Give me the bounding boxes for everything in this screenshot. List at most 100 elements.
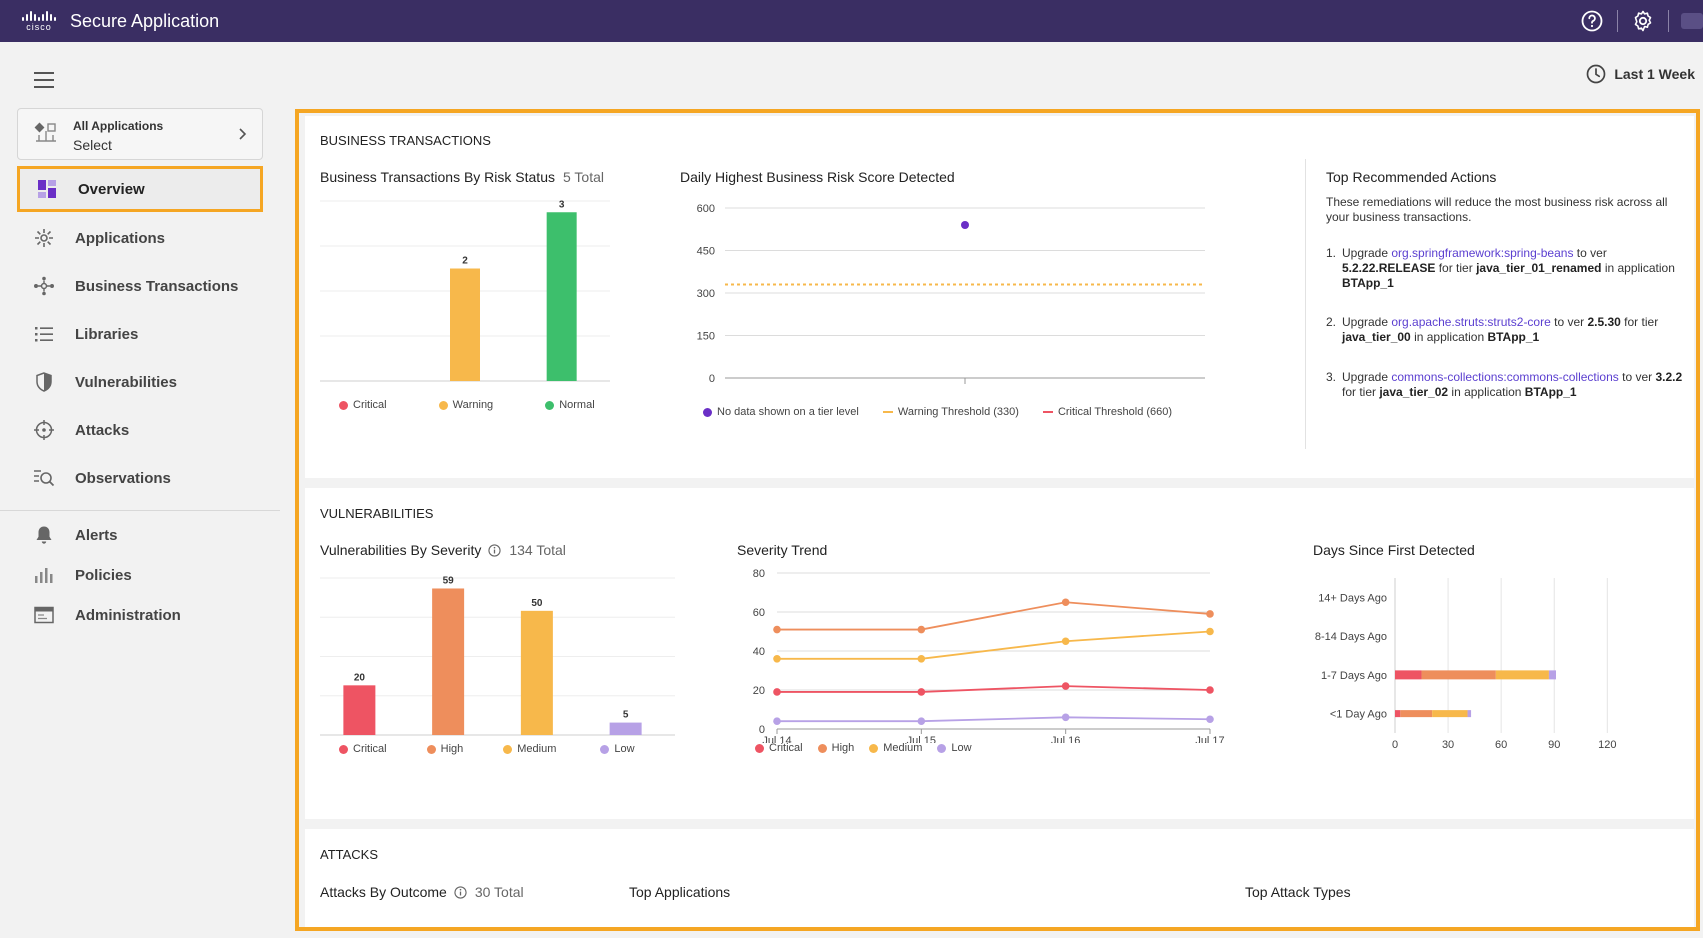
data-point — [917, 625, 926, 634]
risk-status-bar-chart: 23 — [320, 199, 610, 382]
sidebar-item-overview[interactable]: Overview — [17, 166, 263, 212]
data-point — [917, 688, 926, 696]
info-icon[interactable] — [488, 544, 501, 557]
divider — [1305, 159, 1306, 449]
sidebar-item-vulnerabilities[interactable]: Vulnerabilities — [17, 362, 263, 402]
bar-segment-medium — [1495, 670, 1549, 680]
data-label: 59 — [443, 575, 455, 586]
severity-trend-legend: Critical High Medium Low — [755, 742, 972, 754]
top-attack-types-title: Top Attack Types — [1245, 884, 1351, 900]
data-point — [1206, 627, 1214, 636]
y-tick-label: 0 — [709, 373, 715, 385]
sidebar: All Applications Select Overview Applica… — [0, 42, 280, 938]
y-tick-label: 450 — [697, 246, 715, 258]
severity-trend-title: Severity Trend — [737, 542, 828, 558]
data-point — [773, 688, 781, 696]
y-tick-label: 60 — [753, 607, 765, 619]
x-tick-label: Jul 16 — [1051, 735, 1080, 743]
avatar[interactable] — [1681, 13, 1703, 29]
y-tick-label: 80 — [753, 568, 765, 580]
divider — [1617, 10, 1618, 32]
sidebar-item-business-transactions[interactable]: Business Transactions — [17, 266, 263, 306]
data-label: 3 — [559, 199, 565, 210]
observations-icon — [33, 467, 55, 489]
data-point — [773, 717, 781, 725]
section-title: VULNERABILITIES — [320, 506, 434, 521]
libraries-icon — [33, 323, 55, 345]
sidebar-item-label: Policies — [75, 566, 132, 584]
data-label: 5 — [623, 710, 629, 721]
severity-total: 134 Total — [509, 542, 566, 558]
daily-risk-title: Daily Highest Business Risk Score Detect… — [680, 169, 955, 185]
recommended-actions-title: Top Recommended Actions — [1326, 169, 1497, 185]
library-link[interactable]: org.apache.struts:struts2-core — [1391, 315, 1551, 329]
application-selector-value: Select — [73, 137, 112, 153]
crosshair-icon — [33, 419, 55, 441]
bar-segment-low — [1467, 710, 1472, 718]
data-point — [961, 221, 969, 229]
x-tick-label: Jul 14 — [762, 735, 791, 743]
clock-icon — [1586, 64, 1606, 84]
data-point — [1061, 682, 1070, 690]
info-icon[interactable] — [454, 886, 467, 899]
y-tick-label: 150 — [697, 331, 715, 343]
section-title: BUSINESS TRANSACTIONS — [320, 133, 491, 148]
legend-normal: Normal — [545, 399, 595, 411]
legend-critical-threshold: Critical Threshold (660) — [1042, 406, 1172, 418]
series-line-high — [777, 601, 1211, 631]
applications-tree-icon — [34, 122, 56, 142]
section-title: ATTACKS — [320, 847, 379, 862]
sidebar-item-observations[interactable]: Observations — [17, 458, 263, 498]
sidebar-item-libraries[interactable]: Libraries — [17, 314, 263, 354]
series-line-medium — [777, 630, 1211, 660]
y-tick-label: 40 — [753, 646, 765, 658]
gear-icon[interactable] — [1631, 9, 1655, 33]
data-point — [1061, 598, 1070, 607]
bar-segment-critical — [1395, 670, 1422, 680]
hamburger-menu-icon[interactable] — [34, 72, 54, 88]
data-point — [773, 625, 781, 634]
sidebar-item-attacks[interactable]: Attacks — [17, 410, 263, 450]
daily-risk-legend: No data shown on a tier level Warning Th… — [703, 406, 1172, 418]
series-line-critical — [777, 685, 1211, 693]
x-tick-label: 30 — [1442, 739, 1454, 748]
chevron-right-icon — [239, 128, 247, 140]
legend-low: Low — [600, 743, 635, 755]
legend-high: High — [817, 742, 854, 754]
app-title: Secure Application — [70, 10, 220, 31]
sidebar-item-label: Observations — [75, 469, 171, 487]
y-tick-label: 600 — [697, 203, 715, 215]
data-point — [1061, 713, 1070, 722]
time-range-selector[interactable]: Last 1 Week — [1586, 64, 1695, 84]
top-bar: cisco Secure Application — [0, 0, 1703, 42]
sidebar-item-label: Administration — [75, 606, 181, 624]
bar-warning — [450, 268, 480, 381]
sidebar-item-applications[interactable]: Applications — [17, 218, 263, 258]
legend-medium: Medium — [503, 743, 556, 755]
library-link[interactable]: commons-collections:commons-collections — [1391, 370, 1619, 384]
bar-critical — [343, 685, 376, 735]
y-tick-label: 0 — [759, 724, 765, 736]
sidebar-item-alerts[interactable]: Alerts — [17, 515, 263, 555]
data-point — [1206, 610, 1214, 618]
library-link[interactable]: org.springframework:spring-beans — [1391, 246, 1574, 260]
sidebar-item-label: Alerts — [75, 526, 118, 544]
sidebar-item-label: Attacks — [75, 421, 130, 439]
help-icon[interactable] — [1580, 9, 1604, 33]
data-point — [1206, 715, 1214, 724]
sidebar-item-administration[interactable]: Administration — [17, 595, 263, 635]
bell-icon — [33, 524, 55, 546]
data-point — [1061, 637, 1070, 646]
daily-risk-chart: 0 150 300 450 600 Jul 17 — [697, 203, 1205, 386]
application-selector[interactable]: All Applications Select — [17, 108, 263, 160]
bar-normal — [546, 212, 577, 381]
sidebar-item-policies[interactable]: Policies — [17, 555, 263, 595]
bar-segment-high — [1421, 670, 1496, 680]
sidebar-divider — [0, 510, 280, 511]
top-applications-title: Top Applications — [629, 884, 731, 900]
application-selector-label: All Applications — [73, 119, 164, 133]
bar-medium — [520, 610, 553, 735]
severity-trend-chart: 0 20 40 60 80 Jul 14 Jul 15 Jul 16 Jul 17 — [753, 568, 1225, 743]
bar-segment-critical — [1395, 710, 1401, 718]
x-tick-label: Jul 17 — [1195, 735, 1224, 743]
